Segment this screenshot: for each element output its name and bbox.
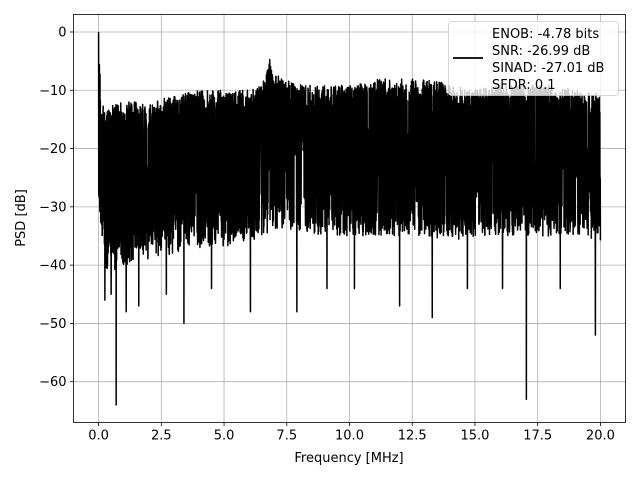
x-tick-label: 7.5 bbox=[276, 429, 297, 444]
x-tick-label: 12.5 bbox=[398, 429, 427, 444]
legend-entry-sinad: SINAD: -27.01 dB bbox=[492, 61, 604, 76]
y-tick-label: −40 bbox=[39, 259, 66, 274]
x-tick-label: 17.5 bbox=[523, 429, 552, 444]
legend-entry-sfdr: SFDR: 0.1 bbox=[492, 78, 556, 93]
axis-ticks: 0.0 2.5 5.0 7.5 10.0 12.5 15.0 17.5 20.0 0 −10 −20 −… bbox=[39, 25, 615, 443]
x-tick-label: 2.5 bbox=[151, 429, 172, 444]
x-axis-label: Frequency [MHz] bbox=[294, 451, 403, 466]
x-tick-label: 5.0 bbox=[214, 429, 235, 444]
legend-box bbox=[448, 21, 619, 96]
legend: ENOB: -4.78 bits SNR: -26.99 dB SINAD: -… bbox=[448, 21, 619, 96]
legend-entry-enob: ENOB: -4.78 bits bbox=[492, 27, 599, 42]
x-tick-label: 15.0 bbox=[460, 429, 489, 444]
psd-trace-line bbox=[97, 31, 602, 406]
y-tick-label: −20 bbox=[39, 142, 66, 157]
x-tick-label: 20.0 bbox=[586, 429, 615, 444]
y-axis-label: PSD [dB] bbox=[14, 189, 29, 247]
y-tick-label: −30 bbox=[39, 200, 66, 215]
y-tick-label: −10 bbox=[39, 84, 66, 99]
x-tick-label: 10.0 bbox=[335, 429, 364, 444]
y-tick-label: −50 bbox=[39, 317, 66, 332]
y-tick-label: −60 bbox=[39, 375, 66, 390]
legend-entry-snr: SNR: -26.99 dB bbox=[492, 44, 590, 59]
x-tick-label: 0.0 bbox=[88, 429, 109, 444]
y-tick-label: 0 bbox=[58, 25, 66, 40]
psd-series bbox=[97, 31, 602, 406]
